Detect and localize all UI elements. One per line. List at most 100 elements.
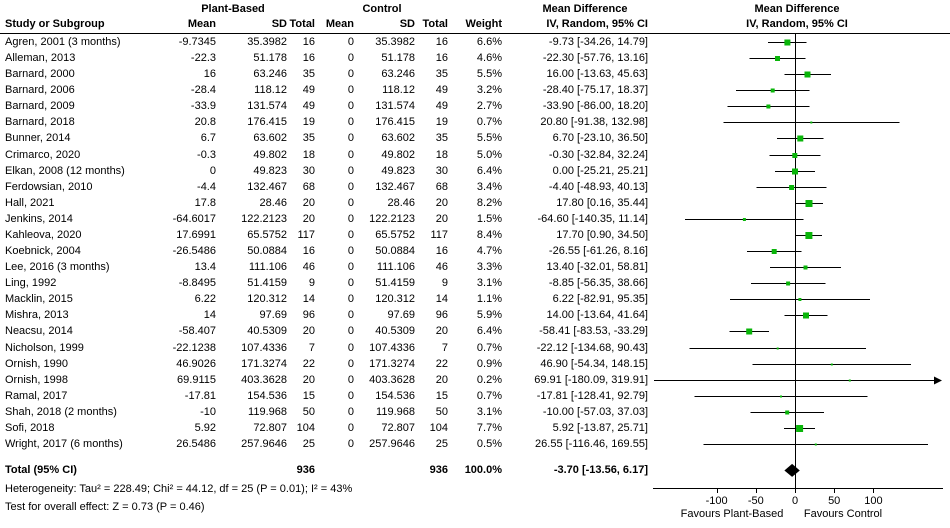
pb-sd-cell: 49.802 (253, 149, 287, 161)
c-total-cell: 16 (435, 52, 448, 64)
c-total-cell: 50 (435, 406, 448, 418)
weight-cell: 3.2% (476, 84, 502, 96)
c-mean-cell: 0 (347, 390, 354, 402)
effect-square (786, 281, 791, 286)
pb-mean-cell: 17.8 (194, 197, 216, 209)
pb-total-cell: 14 (302, 293, 315, 305)
md-ci-cell: 6.22 [-82.91, 95.35] (552, 293, 648, 305)
c-total-cell: 20 (435, 325, 448, 337)
effect-square (746, 328, 753, 335)
weight-cell: 2.7% (476, 100, 502, 112)
effect-square (792, 153, 798, 158)
study-label: Crimarco, 2020 (5, 149, 81, 161)
pb-sd-cell: 63.602 (253, 132, 287, 144)
effect-square (848, 379, 851, 382)
md-ci-cell: 20.80 [-91.38, 132.98] (540, 116, 648, 128)
study-label: Macklin, 2015 (5, 293, 73, 305)
c-total-cell: 7 (441, 342, 448, 354)
pb-total-cell: 20 (302, 374, 315, 386)
weight-cell: 5.9% (476, 309, 502, 321)
column-header-c-sd: SD (399, 18, 415, 30)
weight-cell: 3.1% (476, 277, 502, 289)
total-row-label: Total (95% CI) (5, 464, 77, 476)
weight-cell: 6.4% (476, 325, 502, 337)
c-total-cell: 25 (435, 438, 448, 450)
c-mean-cell: 0 (347, 406, 354, 418)
effect-square (810, 121, 813, 124)
weight-cell: 4.7% (476, 245, 502, 257)
c-total-cell: 19 (435, 116, 448, 128)
study-label: Agren, 2001 (3 months) (5, 36, 121, 48)
pb-sd-cell: 35.3982 (247, 36, 287, 48)
pb-sd-cell: 118.12 (254, 84, 287, 96)
c-mean-cell: 0 (347, 438, 354, 450)
effect-square (776, 347, 779, 350)
study-row: Alleman, 2013 -22.3 51.178 16 0 51.178 16 4.6% -… (0, 50, 950, 66)
study-row: Barnard, 2000 16 63.246 35 0 63.246 35 5.5% 16.0… (0, 66, 950, 82)
c-mean-cell: 0 (347, 36, 354, 48)
c-mean-cell: 0 (347, 422, 354, 434)
pb-mean-cell: 14 (203, 309, 216, 321)
study-row: Ling, 1992 -8.8495 51.4159 9 0 51.4159 9 3.1% -8… (0, 275, 950, 291)
c-sd-cell: 154.536 (375, 390, 415, 402)
pb-mean-cell: 16 (203, 68, 216, 80)
c-mean-cell: 0 (347, 84, 354, 96)
pb-mean-cell: -10 (200, 406, 216, 418)
pb-total-cell: 20 (302, 325, 315, 337)
study-label: Barnard, 2000 (5, 68, 75, 80)
study-row: Elkan, 2008 (12 months) 0 49.823 30 0 49.823 3… (0, 163, 950, 179)
pb-total-cell: 68 (302, 181, 315, 193)
md-ci-cell: 0.00 [-25.21, 25.21] (552, 165, 648, 177)
c-mean-cell: 0 (347, 165, 354, 177)
study-row: Jenkins, 2014 -64.6017 122.2123 20 0 122.2123… (0, 211, 950, 227)
pb-total-cell: 25 (302, 438, 315, 450)
study-row: Lee, 2016 (3 months) 13.4 111.106 46 0 111.10… (0, 259, 950, 275)
weight-cell: 7.7% (476, 422, 502, 434)
c-sd-cell: 65.5752 (375, 229, 415, 241)
c-mean-cell: 0 (347, 374, 354, 386)
c-sd-cell: 171.3274 (369, 358, 415, 370)
study-row: Ramal, 2017 -17.81 154.536 15 0 154.536 15 0.7%… (0, 388, 950, 404)
c-sd-cell: 72.807 (381, 422, 415, 434)
study-label: Ferdowsian, 2010 (5, 181, 93, 193)
md-ci-cell: -0.30 [-32.84, 32.24] (548, 149, 648, 161)
c-mean-cell: 0 (347, 309, 354, 321)
pb-total-cell: 16 (302, 52, 315, 64)
c-mean-cell: 0 (347, 277, 354, 289)
study-row: Macklin, 2015 6.22 120.312 14 0 120.312 14 1.1%… (0, 291, 950, 307)
study-row: Hall, 2021 17.8 28.46 20 0 28.46 20 8.2% 17.80 [… (0, 195, 950, 211)
pb-total-cell: 9 (308, 277, 315, 289)
pb-total-cell: 16 (302, 36, 315, 48)
summary-diamond (784, 463, 800, 477)
weight-cell: 1.1% (476, 293, 502, 305)
c-mean-cell: 0 (347, 358, 354, 370)
total-md-ci: -3.70 [-13.56, 6.17] (553, 464, 648, 476)
study-label: Barnard, 2018 (5, 116, 75, 128)
pb-sd-cell: 63.246 (253, 68, 287, 80)
c-mean-cell: 0 (347, 197, 354, 209)
study-label: Ornish, 1998 (5, 374, 68, 386)
pb-total-cell: 18 (302, 149, 315, 161)
c-total-cell: 35 (435, 68, 448, 80)
study-label: Kahleova, 2020 (5, 229, 82, 241)
pb-sd-cell: 40.5309 (247, 325, 287, 337)
c-total-cell: 49 (435, 100, 448, 112)
tick-label: 0 (792, 495, 798, 507)
c-total-cell: 96 (435, 309, 448, 321)
pb-sd-cell: 176.415 (247, 116, 287, 128)
c-total-cell: 30 (435, 165, 448, 177)
column-header-pb-mean: Mean (187, 18, 216, 30)
c-sd-cell: 403.3628 (369, 374, 415, 386)
pb-mean-cell: 13.4 (194, 261, 216, 273)
pb-sd-cell: 154.536 (247, 390, 287, 402)
favours-left-label: Favours Plant-Based (681, 508, 784, 520)
pb-mean-cell: 5.92 (194, 422, 216, 434)
pb-total-cell: 7 (308, 342, 315, 354)
effect-square (796, 425, 804, 432)
study-row: Nicholson, 1999 -22.1238 107.4336 7 0 107.433… (0, 340, 950, 356)
md-ci-cell: -22.30 [-57.76, 13.16] (542, 52, 648, 64)
column-group-plant-based: Plant-Based (201, 3, 265, 15)
column-header-md-ci-text: IV, Random, 95% CI (546, 18, 648, 30)
c-total-cell: 20 (435, 213, 448, 225)
